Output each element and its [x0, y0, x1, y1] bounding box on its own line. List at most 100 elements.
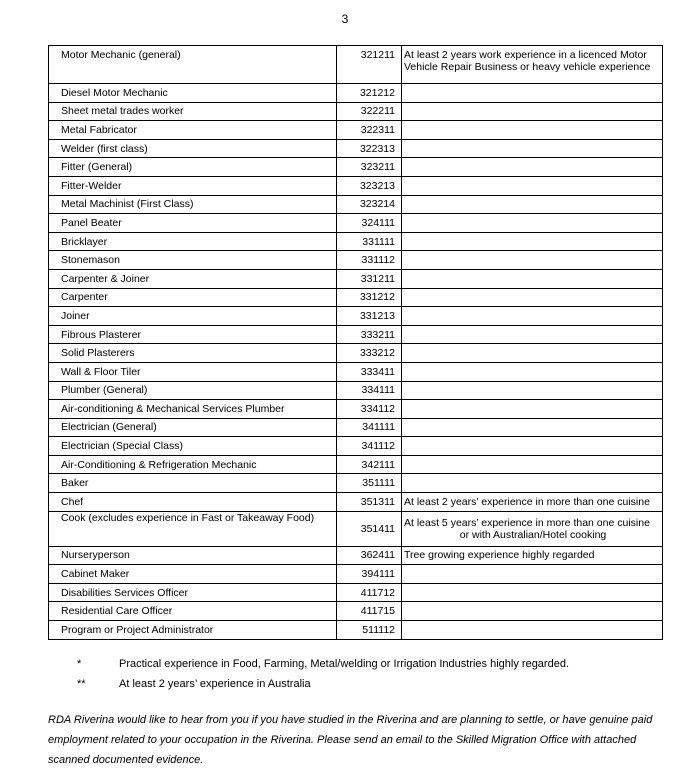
- occupation-cell: Joiner: [48, 306, 337, 326]
- note-marker: *: [77, 658, 82, 670]
- occupation-cell: Motor Mechanic (general): [48, 45, 337, 84]
- requirement-cell: [401, 231, 663, 252]
- page-number: 3: [341, 12, 349, 26]
- table-row: Air-Conditioning & Refrigeration Mechani…: [48, 454, 663, 475]
- occupation-cell: Cook (excludes experience in Fast or Tak…: [48, 510, 337, 547]
- requirement-cell: [401, 620, 663, 640]
- code-cell: 333212: [336, 343, 402, 363]
- requirement-line: At least 5 years’ experience in more tha…: [404, 516, 650, 529]
- table-row: Fitter-Welder 323213: [48, 175, 663, 196]
- requirement-cell: [401, 175, 663, 196]
- requirement-cell: [401, 157, 663, 177]
- table-row: Solid Plasterers 333212: [48, 343, 663, 363]
- table-row: Welder (first class) 322313: [48, 138, 663, 159]
- requirement-cell: [401, 361, 663, 382]
- requirement-cell: [401, 601, 663, 622]
- code-cell: 321211: [336, 45, 402, 84]
- table-row: Cabinet Maker 394111: [48, 564, 663, 584]
- occupation-cell: Diesel Motor Mechanic: [48, 83, 337, 103]
- table-row: Chef 351311 At least 2 years’ experience i…: [48, 492, 663, 512]
- requirement-cell: [401, 454, 663, 475]
- requirement-cell: [401, 287, 663, 308]
- code-cell: 362411: [336, 545, 402, 566]
- table-row: Electrician (Special Class) 341112: [48, 436, 663, 456]
- table-row: Program or Project Administrator 511112: [48, 620, 663, 640]
- requirement-cell: At least 5 years’ experience in more tha…: [401, 510, 663, 547]
- table-row: Plumber (General) 334111: [48, 380, 663, 401]
- code-cell: 351411: [336, 510, 402, 547]
- occupation-cell: Electrician (General): [48, 417, 337, 438]
- table-row: Motor Mechanic (general) 321211 At least 2…: [48, 45, 663, 84]
- requirement-cell: [401, 101, 663, 122]
- code-cell: 323214: [336, 194, 402, 215]
- table-row: Sheet metal trades worker 322211: [48, 101, 663, 122]
- occupation-cell: Fitter-Welder: [48, 175, 337, 196]
- requirement-cell: [401, 564, 663, 584]
- code-cell: 331212: [336, 287, 402, 308]
- occupation-cell: Stonemason: [48, 250, 337, 270]
- table-row: Residential Care Officer 411715: [48, 601, 663, 622]
- table-row: Air-conditioning & Mechanical Services P…: [48, 399, 663, 419]
- occupation-cell: Bricklayer: [48, 231, 337, 252]
- code-cell: 323211: [336, 157, 402, 177]
- requirement-cell: [401, 194, 663, 215]
- code-cell: 331213: [336, 306, 402, 326]
- occupation-cell: Air-conditioning & Mechanical Services P…: [48, 399, 337, 419]
- occupation-cell: Plumber (General): [48, 380, 337, 401]
- occupation-cell: Fitter (General): [48, 157, 337, 177]
- occupation-cell: Nurseryperson: [48, 545, 337, 566]
- requirement-line: or with Australian/Hotel cooking: [459, 528, 607, 541]
- table-row: Carpenter & Joiner 331211: [48, 268, 663, 289]
- requirement-cell: [401, 473, 663, 494]
- requirement-cell: [401, 417, 663, 438]
- code-cell: 322311: [336, 120, 402, 140]
- code-cell: 351311: [336, 492, 402, 512]
- code-cell: 323213: [336, 175, 402, 196]
- requirement-cell: [401, 120, 663, 140]
- requirement-cell: [401, 138, 663, 159]
- table-row: Carpenter 331212: [48, 287, 663, 308]
- table-row: Diesel Motor Mechanic 321212: [48, 83, 663, 103]
- code-cell: 351111: [336, 473, 402, 494]
- occupation-cell: Carpenter: [48, 287, 337, 308]
- table-row: Cook (excludes experience in Fast or Tak…: [48, 510, 663, 547]
- occupation-cell: Sheet metal trades worker: [48, 101, 337, 122]
- code-cell: 411715: [336, 601, 402, 622]
- table-row: Panel Beater 324111: [48, 213, 663, 233]
- note: ** At least 2 years’ experience in Austra…: [77, 674, 569, 694]
- table-row: Disabilities Services Officer 411712: [48, 582, 663, 603]
- requirement-cell: Tree growing experience highly regarded: [401, 545, 663, 566]
- occupation-cell: Residential Care Officer: [48, 601, 337, 622]
- table-row: Stonemason 331112: [48, 250, 663, 270]
- note: * Practical experience in Food, Farming, …: [77, 654, 569, 674]
- table-row: Bricklayer 331111: [48, 231, 663, 252]
- table-row: Fibrous Plasterer 333211: [48, 324, 663, 345]
- code-cell: 333411: [336, 361, 402, 382]
- code-cell: 394111: [336, 564, 402, 584]
- occupation-cell: Solid Plasterers: [48, 343, 337, 363]
- code-cell: 322313: [336, 138, 402, 159]
- occupation-cell: Cabinet Maker: [48, 564, 337, 584]
- table-row: Nurseryperson 362411 Tree growing experien…: [48, 545, 663, 566]
- code-cell: 341111: [336, 417, 402, 438]
- code-cell: 331111: [336, 231, 402, 252]
- requirement-cell: [401, 399, 663, 419]
- code-cell: 411712: [336, 582, 402, 603]
- requirement-cell: [401, 268, 663, 289]
- table-row: Wall & Floor Tiler 333411: [48, 361, 663, 382]
- occupation-table: Motor Mechanic (general) 321211 At least 2…: [48, 45, 663, 640]
- closing-paragraph: RDA Riverina would like to hear from you…: [48, 714, 653, 766]
- table-row: Joiner 331213: [48, 306, 663, 326]
- table-row: Metal Machinist (First Class) 323214: [48, 194, 663, 215]
- requirement-cell: [401, 343, 663, 363]
- note-text: Practical experience in Food, Farming, M…: [119, 658, 569, 670]
- occupation-cell: Panel Beater: [48, 213, 337, 233]
- requirement-cell: [401, 83, 663, 103]
- notes: * Practical experience in Food, Farming, …: [77, 654, 569, 694]
- code-cell: 342111: [336, 454, 402, 475]
- occupation-cell: Metal Machinist (First Class): [48, 194, 337, 215]
- occupation-cell: Program or Project Administrator: [48, 620, 337, 640]
- code-cell: 511112: [336, 620, 402, 640]
- table-row: Fitter (General) 323211: [48, 157, 663, 177]
